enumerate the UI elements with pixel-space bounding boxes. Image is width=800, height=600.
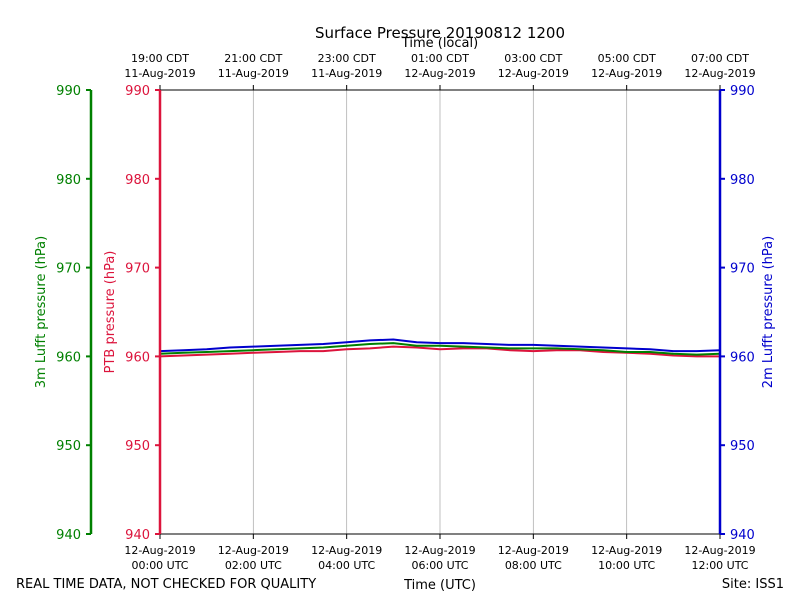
x2-tick-time: 23:00 CDT [318,52,376,65]
x2-tick-time: 21:00 CDT [224,52,282,65]
x-tick-time: 10:00 UTC [598,559,655,572]
x-tick-date: 12-Aug-2019 [311,544,382,557]
x-tick-date: 12-Aug-2019 [218,544,289,557]
y-tick-label-3m-lufft: 990 [56,84,81,99]
y-tick-label-3m-lufft: 980 [56,173,81,188]
y-tick-label-3m-lufft: 950 [56,439,81,454]
x2-tick-date: 12-Aug-2019 [591,67,662,80]
x2-tick-time: 05:00 CDT [598,52,656,65]
x2-tick-date: 11-Aug-2019 [218,67,289,80]
series-line-lufft2m [159,338,721,353]
x2-tick-time: 19:00 CDT [131,52,189,65]
x-tick-time: 12:00 UTC [691,559,748,572]
x2-tick-date: 12-Aug-2019 [498,67,569,80]
y-axis-label-ptb: PTB pressure (hPa) [103,251,118,374]
y-tick-label-ptb: 960 [125,350,150,365]
y-axis-label-3m-lufft: 3m Lufft pressure (hPa) [34,236,49,388]
x-tick-date: 12-Aug-2019 [124,544,195,557]
series-lines [159,338,721,358]
x-tick-time: 02:00 UTC [225,559,282,572]
axes [89,89,722,535]
y-tick-label-2m-lufft: 980 [730,173,755,188]
y-tick-label-ptb: 980 [125,173,150,188]
x-tick-date: 12-Aug-2019 [591,544,662,557]
x2-tick-time: 03:00 CDT [504,52,562,65]
y-tick-label-2m-lufft: 950 [730,439,755,454]
x2-tick-date: 12-Aug-2019 [684,67,755,80]
x-tick-date: 12-Aug-2019 [404,544,475,557]
x-tick-time: 06:00 UTC [411,559,468,572]
y-tick-label-ptb: 970 [125,262,150,277]
x-tick-time: 08:00 UTC [505,559,562,572]
x2-tick-date: 11-Aug-2019 [124,67,195,80]
x-axis-label: Time (UTC) [403,578,476,593]
quality-note: REAL TIME DATA, NOT CHECKED FOR QUALITY [16,577,316,592]
series-line-lufft3m [159,342,721,356]
x-tick-date: 12-Aug-2019 [498,544,569,557]
x2-tick-time: 01:00 CDT [411,52,469,65]
y-tick-label-ptb: 940 [125,528,150,543]
y-tick-label-2m-lufft: 960 [730,350,755,365]
y-ticks: 940 940 940 950 950 950 960 960 960 970 970 970 980 9… [56,84,755,543]
y-tick-label-2m-lufft: 970 [730,262,755,277]
x2-tick-date: 11-Aug-2019 [311,67,382,80]
y-tick-label-ptb: 950 [125,439,150,454]
x2-tick-date: 12-Aug-2019 [404,67,475,80]
x-tick-date: 12-Aug-2019 [684,544,755,557]
y-axis-label-2m-lufft: 2m Lufft pressure (hPa) [761,236,776,388]
x-tick-time: 04:00 UTC [318,559,375,572]
chart-title: Surface Pressure 20190812 1200 [315,24,565,42]
y-tick-label-3m-lufft: 970 [56,262,81,277]
y-tick-label-ptb: 990 [125,84,150,99]
y-tick-label-3m-lufft: 940 [56,528,81,543]
y-tick-label-2m-lufft: 990 [730,84,755,99]
local-time-axis-label: Time (local) [401,36,478,51]
x-ticks: 12-Aug-2019 00:00 UTC 12-Aug-2019 02:00 UTC… [124,52,755,572]
grid [252,90,628,534]
y-tick-label-2m-lufft: 940 [730,528,755,543]
x2-tick-time: 07:00 CDT [691,52,749,65]
y-tick-label-3m-lufft: 960 [56,350,81,365]
site-label: Site: ISS1 [722,577,784,592]
x-tick-time: 00:00 UTC [131,559,188,572]
